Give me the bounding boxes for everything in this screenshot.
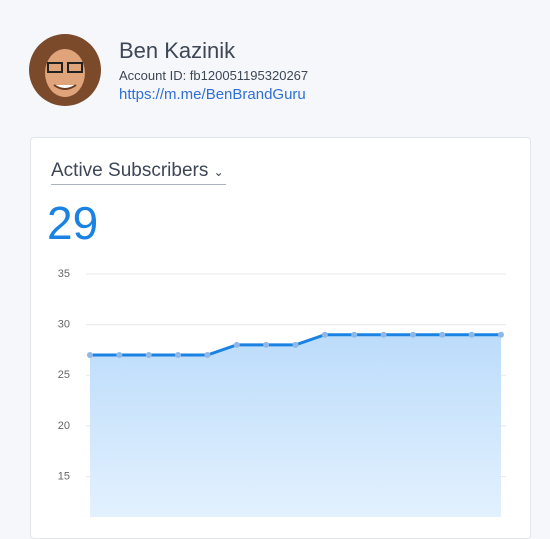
point	[351, 331, 358, 338]
y-tick-label: 30	[58, 319, 70, 331]
point	[409, 331, 416, 338]
metric-dropdown[interactable]: Active Subscribers ⌄	[51, 160, 226, 185]
profile-link[interactable]: https://m.me/BenBrandGuru	[119, 86, 306, 103]
point	[204, 352, 211, 358]
point	[87, 352, 93, 358]
point	[233, 341, 240, 348]
metric-value: 29	[47, 197, 99, 249]
card-title: Active Subscribers	[51, 160, 209, 181]
point	[380, 331, 387, 338]
point	[321, 331, 328, 338]
point	[145, 352, 152, 358]
area	[90, 334, 501, 517]
chart: 15 20 25 30 35	[58, 268, 506, 517]
point	[116, 352, 123, 358]
y-tick-label: 20	[58, 420, 70, 432]
page: Ben Kazinik Account ID: fb12005119532026…	[29, 34, 531, 539]
y-tick-label: 35	[58, 268, 70, 280]
point	[439, 331, 446, 338]
y-tick-label: 15	[58, 470, 70, 482]
avatar	[29, 34, 101, 106]
point	[263, 341, 270, 348]
point	[498, 331, 504, 338]
point	[292, 341, 299, 348]
point	[468, 331, 475, 338]
account-id: Account ID: fb120051195320267	[119, 68, 309, 83]
point	[175, 352, 182, 358]
y-tick-label: 25	[58, 369, 70, 381]
card: Active Subscribers ⌄ 29 15 20 25 30 35	[30, 137, 531, 539]
profile-name: Ben Kazinik	[119, 38, 236, 63]
